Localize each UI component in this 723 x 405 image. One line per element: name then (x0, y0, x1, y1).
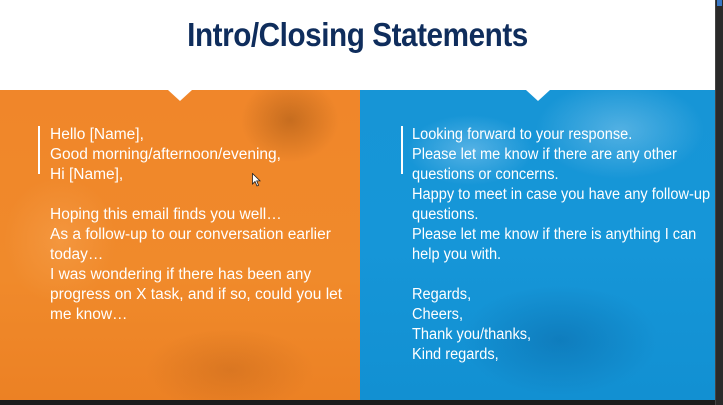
closing-line: Happy to meet in case you have any follo… (412, 186, 711, 203)
closing-line: Looking forward to your response. (412, 126, 633, 143)
intro-line: me know… (50, 306, 128, 323)
intro-line: progress on X task, and if so, could you… (50, 286, 343, 303)
closing-panel (360, 90, 715, 400)
closing-line: questions or concerns. (412, 166, 559, 183)
window-edge (715, 0, 723, 405)
closing-line: Please let me know if there is anything … (412, 226, 697, 243)
closing-line: Kind regards, (412, 346, 499, 363)
intro-line: As a follow-up to our conversation earli… (50, 226, 331, 243)
intro-line: Hoping this email finds you well… (50, 206, 282, 223)
intro-accent-bar (38, 126, 40, 174)
intro-statements: Hello [Name], Good morning/afternoon/eve… (50, 125, 342, 325)
slide-title: Intro/Closing Statements (187, 16, 528, 53)
intro-panel-notch (168, 90, 192, 101)
closing-line: questions. (412, 206, 479, 223)
mouse-cursor-icon (252, 173, 261, 187)
intro-line: Good morning/afternoon/evening, (50, 146, 281, 163)
closing-line: Thank you/thanks, (412, 326, 532, 343)
window-edge-marker (717, 0, 722, 6)
intro-line: today… (50, 246, 104, 263)
closing-panel-notch (526, 90, 550, 101)
intro-spacer (50, 185, 342, 205)
intro-line: Hello [Name], (50, 126, 144, 143)
closing-line: Cheers, (412, 306, 464, 323)
intro-panel (0, 90, 360, 400)
intro-line: Hi [Name], (50, 166, 124, 183)
closing-line: Regards, (412, 286, 472, 303)
intro-line: I was wondering if there has been any (50, 266, 312, 283)
closing-line: help you with. (412, 246, 502, 263)
presentation-slide: Intro/Closing Statements Hello [Name], G… (0, 0, 715, 400)
closing-line: Please let me know if there are any othe… (412, 146, 677, 163)
closing-statements: Looking forward to your response. Please… (412, 125, 710, 365)
closing-accent-bar (401, 126, 403, 174)
closing-spacer (412, 265, 710, 285)
